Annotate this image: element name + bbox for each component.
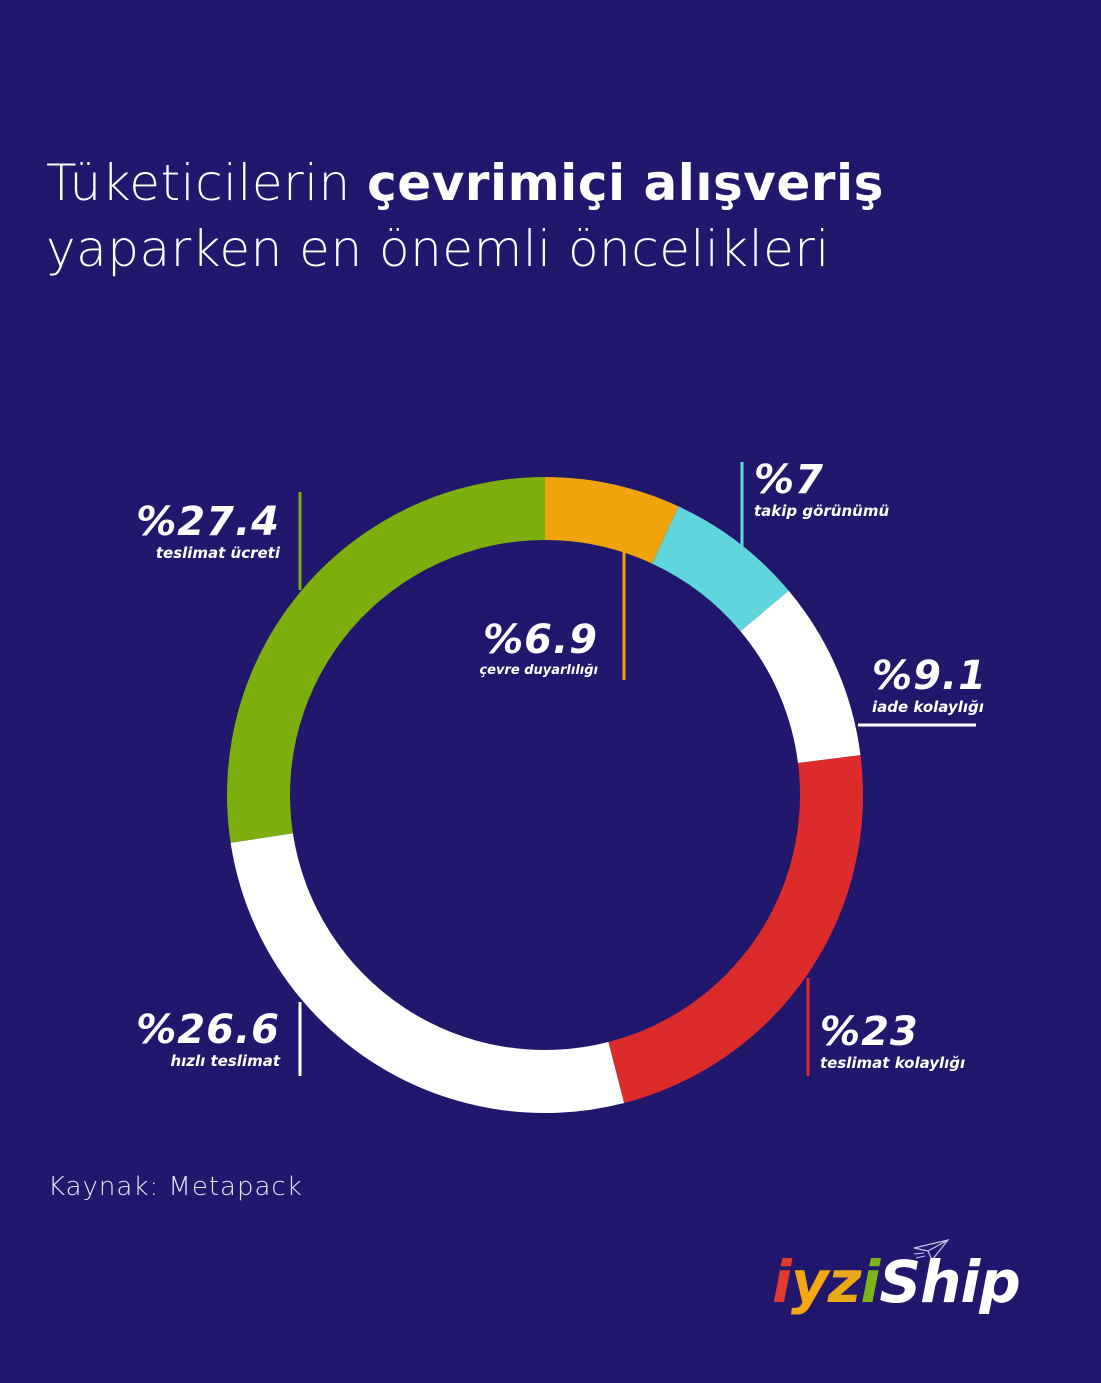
label-value: %26.6 (136, 1007, 280, 1053)
label-takip: %7 takip görünümü (754, 460, 889, 520)
label-value: %9.1 (872, 653, 987, 699)
label-name: teslimat kolaylığı (820, 1054, 966, 1072)
label-cevre: %6.9 çevre duyarlılığı (440, 620, 598, 680)
label-value: %7 (754, 457, 824, 503)
paper-plane-icon (913, 1239, 950, 1262)
label-value: %6.9 (483, 617, 598, 663)
source-note: Kaynak: Metapack (48, 1172, 303, 1202)
donut-segment (227, 477, 546, 843)
title-line2: yaparken en önemli öncelikleri (46, 220, 830, 278)
label-hizli: %26.6 hızlı teslimat (110, 1010, 280, 1070)
label-teslimat-kolayligi: %23 teslimat kolaylığı (820, 1012, 965, 1072)
title-part1: Tüketicilerin (46, 154, 368, 212)
donut-segment (545, 477, 679, 564)
donut-segments (227, 477, 863, 1113)
donut-segment (608, 755, 863, 1104)
title-bold: çevrimiçi alışveriş (367, 154, 884, 212)
iyziship-logo: iyziShip (772, 1248, 1021, 1316)
donut-segment (230, 833, 625, 1113)
label-name: çevre duyarlılığı (479, 663, 598, 678)
label-name: hızlı teslimat (170, 1052, 280, 1070)
label-name: iade kolaylığı (872, 698, 984, 716)
label-name: takip görünümü (754, 502, 890, 520)
donut-segment (740, 590, 861, 764)
label-name: teslimat ücreti (155, 544, 280, 562)
donut-segment (652, 506, 789, 632)
label-value: %27.4 (136, 499, 280, 545)
label-iade: %9.1 iade kolaylığı (872, 656, 987, 716)
chart-title: Tüketicilerin çevrimiçi alışveriş yapark… (46, 150, 884, 282)
label-teslimat-ucreti: %27.4 teslimat ücreti (120, 502, 280, 562)
label-value: %23 (820, 1009, 919, 1055)
